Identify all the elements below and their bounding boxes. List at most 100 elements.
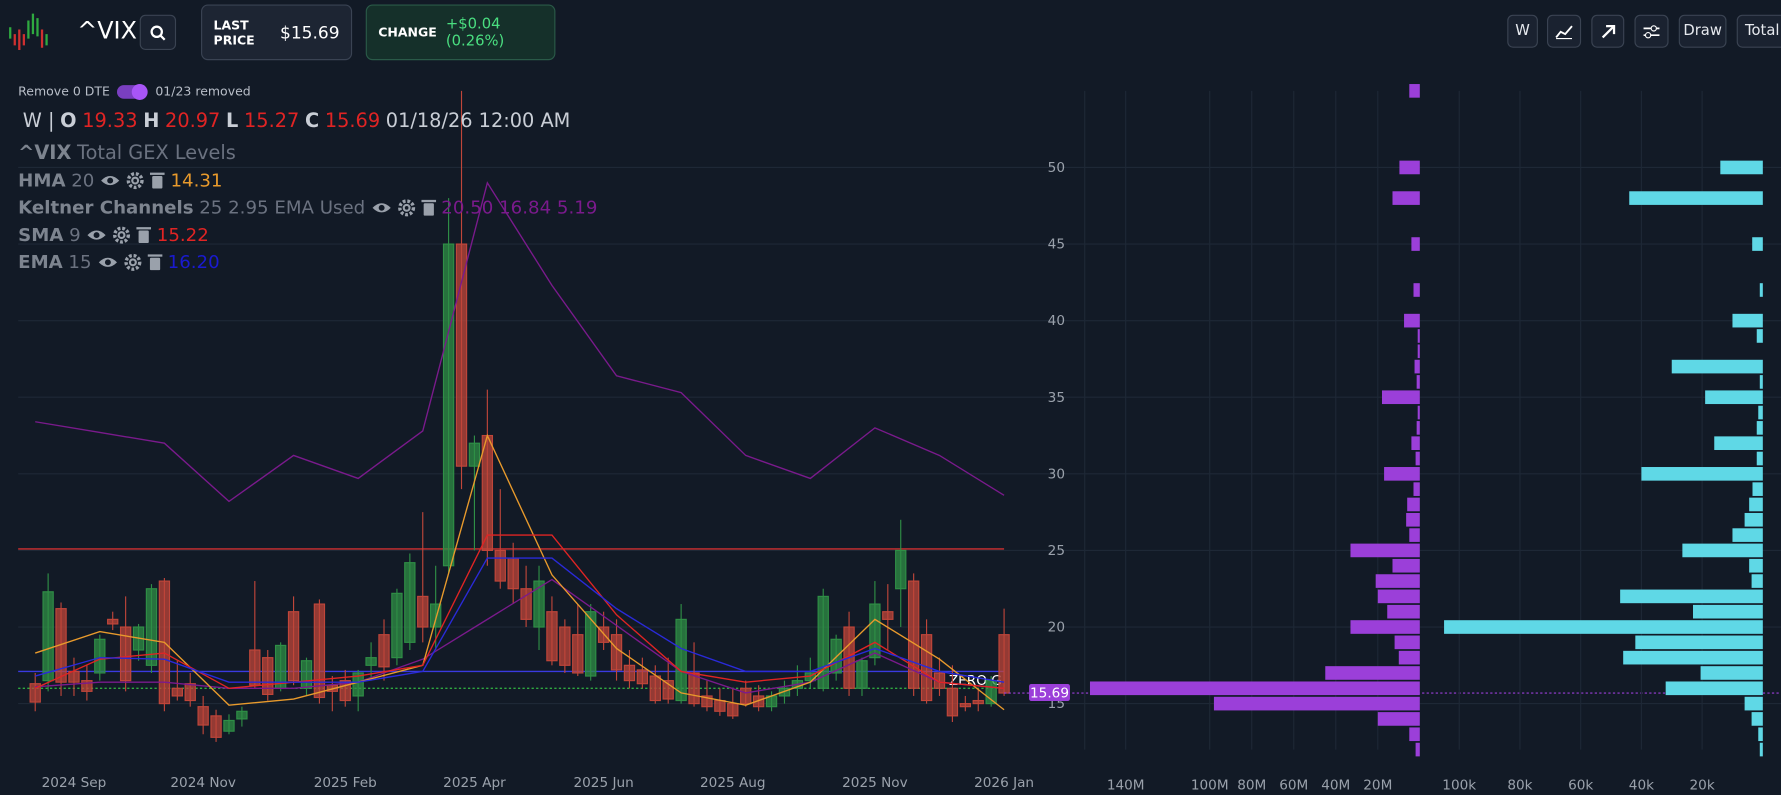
candle-body [675, 618, 687, 702]
eye-icon-glyph [87, 229, 106, 240]
ohlc-datetime: 01/18/26 12:00 AM [385, 110, 571, 133]
candle-body [856, 660, 868, 689]
candle-body [895, 549, 907, 590]
candle-body [610, 634, 623, 671]
x-tick-label: 60k [1568, 777, 1593, 793]
gex-bar [1751, 574, 1763, 588]
trend-button[interactable] [1591, 14, 1625, 48]
ohlc-value: 20.97 [165, 110, 221, 133]
gex-bar [1089, 681, 1420, 696]
draw-button[interactable]: Draw [1678, 14, 1727, 48]
ohlc-value: 15.27 [244, 110, 300, 133]
gex-bar [1409, 84, 1420, 98]
gear-icon[interactable] [397, 198, 415, 216]
candle-body [313, 603, 326, 699]
candle-body [197, 706, 209, 726]
gex-bar [1414, 359, 1420, 374]
candle-body [778, 687, 791, 697]
candle-body [94, 638, 106, 674]
eye-icon-glyph [98, 257, 117, 267]
candle-body [507, 557, 519, 590]
trash-icon-glyph [136, 227, 152, 244]
eye-icon[interactable] [86, 228, 106, 242]
trash-icon-glyph [147, 254, 162, 271]
candle-body [701, 695, 713, 708]
toggle-switch[interactable] [116, 83, 148, 100]
gex-bar [1751, 712, 1763, 726]
settings-icon [1643, 24, 1660, 38]
indicator-value: 14.31 [170, 169, 223, 191]
gex-bar [1759, 283, 1763, 297]
indicator-row: HMA 20 14.31 [18, 169, 222, 191]
gex-bar [1752, 237, 1763, 251]
gear-icon[interactable] [112, 225, 131, 244]
ohlc-label: O [60, 110, 77, 133]
eye-icon[interactable] [100, 173, 120, 187]
gex-bar [1381, 390, 1420, 405]
candle-body [714, 699, 726, 712]
gex-bar [1700, 666, 1763, 680]
candle-body [429, 603, 442, 628]
gex-bar [1732, 313, 1763, 328]
x-tick-label: 2026 Jan [974, 775, 1034, 791]
candle-body [572, 634, 584, 674]
gex-bar [1744, 696, 1763, 711]
gear-icon-glyph [397, 198, 415, 216]
removed-note: 01/23 removed [155, 84, 251, 99]
y-tick-label: 45 [1048, 237, 1065, 253]
gex-bar [1744, 512, 1763, 527]
gex-bar [1384, 467, 1420, 481]
gex-bar [1399, 160, 1420, 175]
candle-body [623, 664, 636, 682]
trash-icon[interactable] [150, 171, 165, 189]
total-button[interactable]: Total [1736, 14, 1781, 48]
gear-icon[interactable] [123, 253, 141, 271]
trash-icon[interactable] [147, 253, 162, 271]
trash-icon[interactable] [420, 199, 436, 216]
gex-bar [1350, 543, 1420, 558]
candle-body [959, 703, 972, 708]
gex-bar [1392, 191, 1420, 205]
x-tick-label: 100k [1442, 777, 1476, 793]
gex-bar [1756, 421, 1763, 435]
candle-body [300, 660, 313, 689]
candle-body [468, 442, 481, 467]
y-tick-label: 50 [1048, 160, 1065, 176]
eye-icon[interactable] [97, 255, 117, 269]
gear-icon-glyph [123, 253, 141, 271]
trash-icon[interactable] [136, 226, 152, 244]
search-icon [150, 24, 166, 40]
candle-body [533, 580, 545, 628]
x-tick-label: 60M [1279, 777, 1308, 793]
search-button[interactable] [139, 14, 177, 50]
candle-body [171, 687, 183, 697]
settings-button[interactable] [1634, 14, 1669, 48]
interval-button[interactable]: W [1507, 14, 1538, 48]
toggle-knob [131, 83, 148, 100]
candle-body [727, 703, 739, 717]
candle-body [107, 618, 119, 625]
gex-bar [1714, 436, 1763, 451]
gear-icon-glyph [113, 226, 131, 244]
gex-bar [1641, 467, 1763, 481]
gex-bar [1623, 650, 1763, 665]
candle-body [946, 687, 959, 717]
candle-body [649, 675, 661, 702]
ohlc-value: 15.69 [324, 110, 381, 133]
candle-body [119, 626, 132, 682]
candle-body [442, 243, 455, 567]
candle-body [391, 592, 403, 659]
eye-icon[interactable] [371, 200, 391, 214]
gex-bar [1756, 451, 1763, 466]
toggle-label: Remove 0 DTE [18, 84, 110, 99]
x-tick-label: 100M [1191, 777, 1229, 793]
gex-bar [1350, 620, 1420, 634]
last-price-tag-label: 15.69 [1030, 686, 1069, 702]
indicators-button[interactable] [1547, 14, 1582, 48]
candle-body [585, 611, 597, 677]
candle-body [287, 611, 300, 682]
gex-bar [1407, 497, 1420, 512]
candle-body [417, 595, 429, 628]
gear-icon[interactable] [126, 171, 144, 189]
gex-bar [1665, 681, 1763, 696]
